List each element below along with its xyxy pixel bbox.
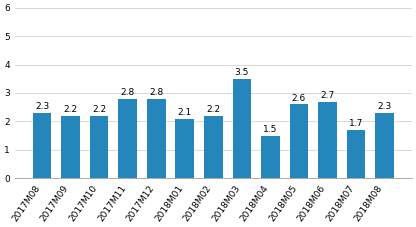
Bar [290, 104, 308, 178]
Text: 2.8: 2.8 [121, 88, 135, 97]
Text: 3.5: 3.5 [235, 68, 249, 77]
Bar [318, 101, 337, 178]
Text: 2.1: 2.1 [178, 108, 192, 117]
Bar [62, 116, 80, 178]
Bar [90, 116, 109, 178]
Text: 2.3: 2.3 [377, 102, 391, 111]
Text: 2.3: 2.3 [35, 102, 49, 111]
Text: 1.7: 1.7 [349, 119, 363, 128]
Bar [176, 118, 194, 178]
Bar [347, 130, 365, 178]
Bar [261, 136, 280, 178]
Bar [204, 116, 223, 178]
Text: 2.2: 2.2 [64, 105, 78, 114]
Text: 2.8: 2.8 [149, 88, 163, 97]
Bar [147, 99, 166, 178]
Bar [375, 113, 394, 178]
Bar [119, 99, 137, 178]
Text: 1.5: 1.5 [263, 125, 277, 134]
Text: 2.2: 2.2 [92, 105, 106, 114]
Text: 2.6: 2.6 [292, 94, 306, 103]
Text: 2.2: 2.2 [206, 105, 220, 114]
Bar [33, 113, 51, 178]
Bar [233, 79, 251, 178]
Text: 2.7: 2.7 [320, 91, 334, 100]
